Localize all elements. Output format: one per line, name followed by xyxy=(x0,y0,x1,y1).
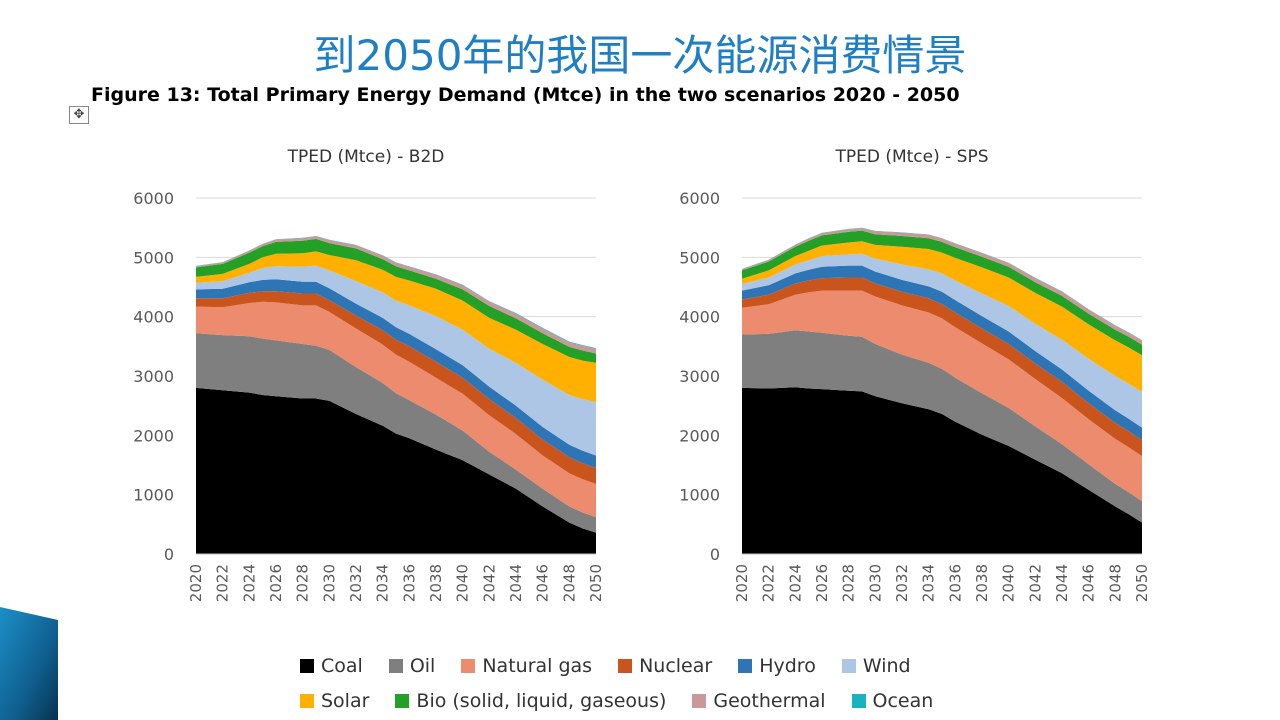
area-b2d-solar xyxy=(196,251,596,403)
area-b2d-bio-solid-liquid-gaseous xyxy=(196,238,596,363)
legend-label-ocean: Ocean xyxy=(872,689,934,712)
legend-item-solar: Solar xyxy=(300,690,369,712)
legend-swatch-wind xyxy=(841,658,856,673)
legend-item-coal: Coal xyxy=(300,655,363,677)
x-tick-label-b2d-2044: 2044 xyxy=(507,564,525,602)
area-b2d-oil xyxy=(196,333,596,533)
x-tick-label-sps-2032: 2032 xyxy=(893,564,911,602)
x-tick-label-sps-2024: 2024 xyxy=(786,564,804,602)
x-tick-label-sps-2046: 2046 xyxy=(1080,564,1098,602)
legend-label-coal: Coal xyxy=(321,654,363,677)
x-tick-label-sps-2034: 2034 xyxy=(920,564,938,602)
legend-label-hydro: Hydro xyxy=(759,654,816,677)
x-tick-label-sps-2036: 2036 xyxy=(946,564,964,602)
x-tick-label-sps-2042: 2042 xyxy=(1026,564,1044,602)
x-tick-label-b2d-2030: 2030 xyxy=(320,564,338,602)
legend-item-hydro: Hydro xyxy=(738,655,816,677)
area-b2d-natural-gas xyxy=(196,301,596,518)
y-tick-label-b2d-0: 0 xyxy=(164,545,174,564)
area-b2d-coal xyxy=(196,387,596,554)
y-tick-label-sps-5000: 5000 xyxy=(679,248,720,267)
area-sps-natural-gas xyxy=(742,290,1142,502)
x-tick-label-b2d-2040: 2040 xyxy=(454,564,472,602)
legend-row-2: Solar Bio (solid, liquid, gaseous) Geoth… xyxy=(300,683,1000,718)
legend-item-oil: Oil xyxy=(388,654,436,677)
legend-swatch-oil xyxy=(388,658,403,673)
y-tick-label-b2d-3000: 3000 xyxy=(133,367,174,386)
area-sps-oil xyxy=(742,330,1142,523)
area-sps-solar xyxy=(742,241,1142,392)
y-tick-label-sps-0: 0 xyxy=(710,545,720,564)
x-tick-label-b2d-2046: 2046 xyxy=(534,564,552,602)
legend-swatch-coal xyxy=(300,658,314,673)
chart-title-sps: TPED (Mtce) - SPS xyxy=(834,147,988,167)
move-handle-icon[interactable]: ✥ xyxy=(69,106,89,124)
slide-title: 到2050年的我国一次能源消费情景 xyxy=(313,31,967,80)
area-sps-nuclear xyxy=(742,277,1142,457)
y-tick-label-b2d-4000: 4000 xyxy=(133,308,174,327)
legend-item-nuclear: Nuclear xyxy=(618,655,712,677)
x-tick-label-sps-2022: 2022 xyxy=(760,564,778,602)
legend-label-oil: Oil xyxy=(409,654,436,677)
legend-swatch-ocean xyxy=(851,693,866,708)
legend-label-natural-gas: Natural gas xyxy=(482,654,593,677)
y-tick-label-b2d-5000: 5000 xyxy=(133,248,174,267)
legend-item-bio: Bio (solid, liquid, gaseous) xyxy=(395,690,666,712)
x-tick-label-sps-2020: 2020 xyxy=(733,564,751,602)
legend-swatch-geothermal xyxy=(692,693,707,708)
x-tick-label-sps-2040: 2040 xyxy=(1000,564,1018,602)
x-tick-label-b2d-2050: 2050 xyxy=(587,564,605,602)
legend-swatch-bio xyxy=(395,693,410,708)
y-tick-label-b2d-1000: 1000 xyxy=(133,486,174,505)
legend-item-wind: Wind xyxy=(841,654,911,677)
x-tick-label-b2d-2022: 2022 xyxy=(214,564,232,602)
chart-title-b2d: TPED (Mtce) - B2D xyxy=(287,147,445,167)
y-tick-label-b2d-6000: 6000 xyxy=(133,189,174,208)
legend-label-nuclear: Nuclear xyxy=(639,654,713,677)
y-tick-label-sps-3000: 3000 xyxy=(679,367,720,386)
legend-swatch-natural-gas xyxy=(461,658,476,673)
x-tick-label-b2d-2028: 2028 xyxy=(294,564,312,602)
x-tick-label-b2d-2024: 2024 xyxy=(240,564,258,602)
x-tick-label-sps-2026: 2026 xyxy=(813,564,831,602)
legend-label-solar: Solar xyxy=(321,689,370,712)
x-tick-label-b2d-2042: 2042 xyxy=(480,564,498,602)
x-tick-label-b2d-2034: 2034 xyxy=(374,564,392,602)
y-tick-label-b2d-2000: 2000 xyxy=(133,426,174,445)
legend-label-geothermal: Geothermal xyxy=(713,689,826,712)
x-tick-label-sps-2038: 2038 xyxy=(973,564,991,602)
legend-label-wind: Wind xyxy=(862,654,911,677)
x-tick-label-b2d-2038: 2038 xyxy=(427,564,445,602)
legend-swatch-solar xyxy=(300,693,314,708)
area-sps-hydro xyxy=(742,265,1142,441)
y-tick-label-sps-4000: 4000 xyxy=(679,308,720,327)
legend-swatch-hydro xyxy=(738,658,753,673)
legend-item-natural-gas: Natural gas xyxy=(461,655,592,677)
legend-item-geothermal: Geothermal xyxy=(692,689,826,712)
x-tick-label-b2d-2036: 2036 xyxy=(400,564,418,602)
y-tick-label-sps-2000: 2000 xyxy=(679,426,720,445)
x-tick-label-b2d-2048: 2048 xyxy=(560,564,578,602)
x-tick-label-sps-2048: 2048 xyxy=(1106,564,1124,602)
legend-item-ocean: Ocean xyxy=(851,689,934,712)
x-tick-label-b2d-2020: 2020 xyxy=(187,564,205,602)
x-tick-label-sps-2050: 2050 xyxy=(1133,564,1151,602)
x-tick-label-b2d-2032: 2032 xyxy=(347,564,365,602)
x-tick-label-sps-2028: 2028 xyxy=(840,564,858,602)
x-tick-label-sps-2044: 2044 xyxy=(1053,564,1071,602)
legend-label-bio: Bio (solid, liquid, gaseous) xyxy=(416,689,667,712)
y-tick-label-sps-6000: 6000 xyxy=(679,189,720,208)
area-sps-coal xyxy=(742,387,1142,554)
area-b2d-wind xyxy=(196,265,596,456)
figure-caption: Figure 13: Total Primary Energy Demand (… xyxy=(91,84,960,106)
x-tick-label-sps-2030: 2030 xyxy=(866,564,884,602)
legend: Coal Oil Natural gas Nuclear Hydro Wind … xyxy=(300,648,1000,718)
y-tick-label-sps-1000: 1000 xyxy=(679,486,720,505)
legend-row-1: Coal Oil Natural gas Nuclear Hydro Wind xyxy=(300,648,1000,683)
x-tick-label-b2d-2026: 2026 xyxy=(267,564,285,602)
area-sps-wind xyxy=(742,253,1142,428)
legend-swatch-nuclear xyxy=(618,658,633,673)
